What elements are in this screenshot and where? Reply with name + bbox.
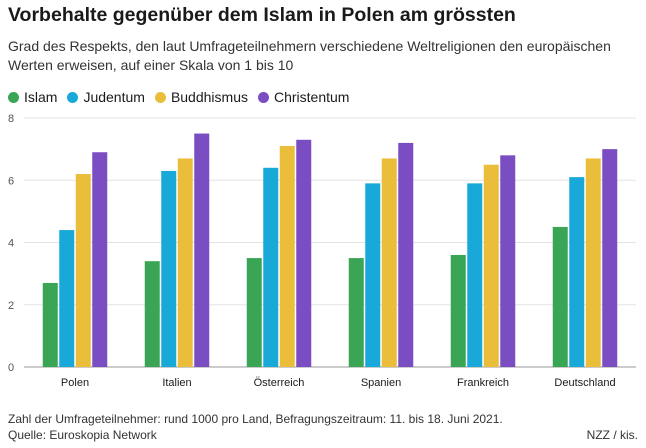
x-tick-label: Frankreich xyxy=(457,377,509,389)
bar-islam-5 xyxy=(552,226,568,367)
bar-islam-4 xyxy=(450,254,466,367)
legend-item-christentum: Christentum xyxy=(257,89,350,105)
bar-judentum-4 xyxy=(467,183,483,367)
y-tick-label: 8 xyxy=(8,113,14,125)
bar-judentum-2 xyxy=(263,167,279,367)
y-tick-label: 2 xyxy=(8,300,14,312)
source-note: Quelle: Euroskopia Network xyxy=(8,428,157,442)
bar-christentum-1 xyxy=(194,133,210,367)
bar-judentum-5 xyxy=(569,177,585,367)
bar-buddhismus-0 xyxy=(75,174,91,367)
x-tick-label: Deutschland xyxy=(554,377,615,389)
bar-islam-2 xyxy=(246,258,262,367)
bar-christentum-5 xyxy=(602,149,618,367)
legend-label-judentum: Judentum xyxy=(83,89,145,105)
bar-judentum-1 xyxy=(161,170,177,367)
bar-buddhismus-1 xyxy=(177,158,193,367)
legend: Islam Judentum Buddhismus Christentum xyxy=(8,87,359,107)
y-tick-label: 4 xyxy=(8,238,14,250)
chart-title: Vorbehalte gegenüber dem Islam in Polen … xyxy=(8,4,516,26)
bar-islam-1 xyxy=(144,261,160,367)
x-tick-label: Italien xyxy=(162,377,191,389)
x-tick-label: Österreich xyxy=(254,377,305,389)
bar-buddhismus-4 xyxy=(483,164,499,367)
bar-judentum-0 xyxy=(59,230,75,367)
bar-christentum-4 xyxy=(500,155,516,367)
bar-christentum-2 xyxy=(296,139,312,367)
legend-swatch-judentum xyxy=(67,91,79,103)
survey-note: Zahl der Umfrageteilnehmer: rund 1000 pr… xyxy=(8,412,503,426)
credit: NZZ / kis. xyxy=(586,428,638,442)
legend-item-judentum: Judentum xyxy=(67,89,145,105)
legend-swatch-buddhismus xyxy=(154,91,166,103)
legend-swatch-christentum xyxy=(257,91,269,103)
bar-islam-0 xyxy=(42,282,58,367)
bar-islam-3 xyxy=(348,258,364,367)
bar-christentum-0 xyxy=(92,152,108,367)
legend-label-christentum: Christentum xyxy=(273,89,350,105)
bar-buddhismus-5 xyxy=(585,158,601,367)
x-tick-label: Polen xyxy=(61,377,89,389)
legend-item-islam: Islam xyxy=(8,89,57,105)
bar-christentum-3 xyxy=(398,142,414,367)
bar-judentum-3 xyxy=(365,183,381,367)
bar-chart: 0 2 4 6 8 Polen Italien Österreich Spanien Frankr… xyxy=(8,113,636,389)
chart-subtitle: Grad des Respekts, den laut Umfrageteiln… xyxy=(8,38,611,73)
bar-buddhismus-2 xyxy=(279,146,295,367)
bar-buddhismus-3 xyxy=(381,158,397,367)
legend-item-buddhismus: Buddhismus xyxy=(154,89,248,105)
legend-label-buddhismus: Buddhismus xyxy=(170,89,248,105)
x-tick-label: Spanien xyxy=(361,377,401,389)
y-tick-label: 0 xyxy=(8,362,14,374)
legend-label-islam: Islam xyxy=(24,89,58,105)
legend-swatch-islam xyxy=(8,91,19,103)
y-tick-label: 6 xyxy=(8,175,14,187)
